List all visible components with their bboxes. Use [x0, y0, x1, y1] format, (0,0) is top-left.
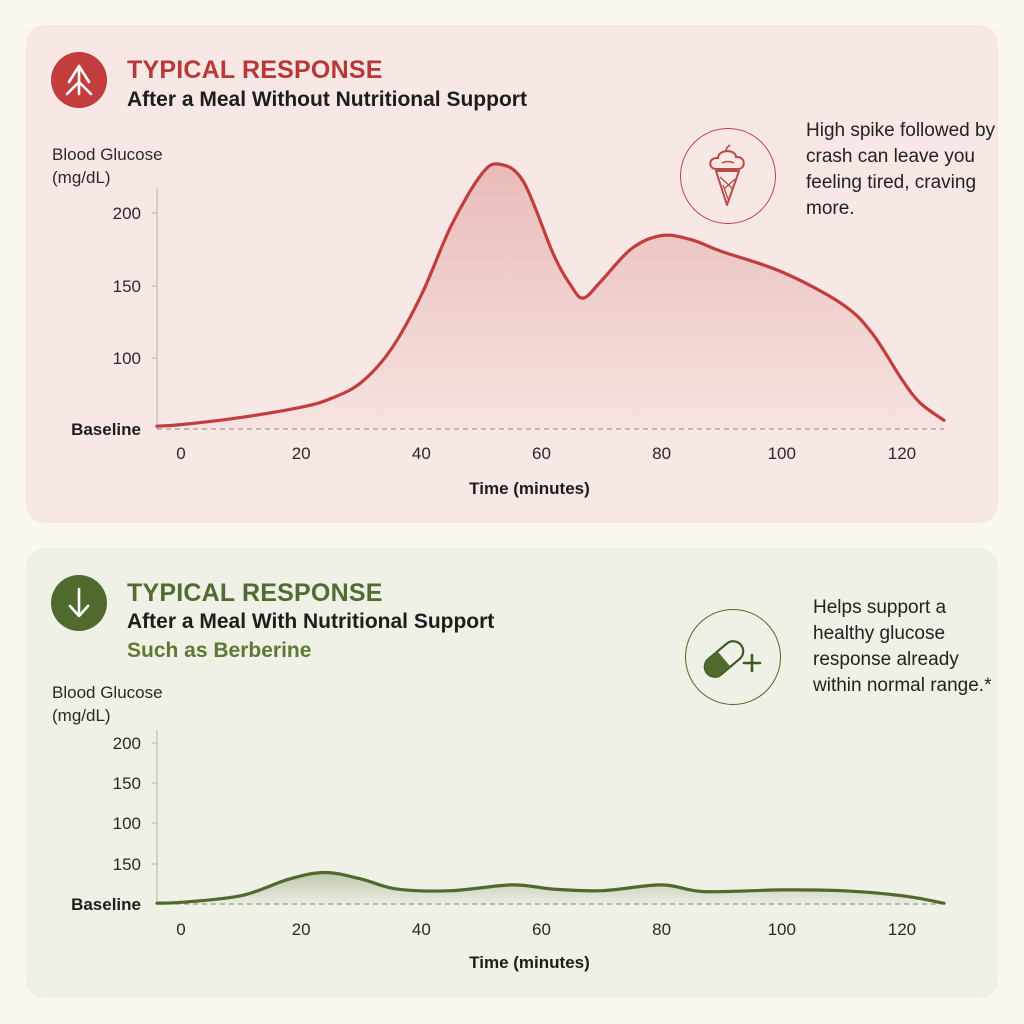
- x-tick-label: 40: [412, 920, 431, 939]
- x-tick-label: 0: [176, 444, 185, 463]
- glucose-chart-without-support: Baseline 100 150 200 0 20 40 60 80 100 120 Time (mi…: [71, 162, 946, 498]
- panel-without-support: TYPICAL RESPONSE After a Meal Without Nu…: [26, 25, 998, 523]
- x-tick-label: 100: [768, 444, 796, 463]
- panel-kicker: TYPICAL RESPONSE: [127, 56, 383, 84]
- x-axis-label: Time (minutes): [469, 953, 590, 972]
- series-area: [157, 872, 944, 904]
- panel-subtitle-secondary: Such as Berberine: [127, 639, 312, 662]
- y-tick-label: 150: [113, 774, 141, 793]
- y-tick-label: 200: [113, 204, 141, 223]
- baseline-label: Baseline: [71, 895, 141, 914]
- ice-cream-icon: [680, 128, 776, 224]
- panel-note: Helps support a healthy glucose response…: [813, 597, 992, 696]
- y-tick-label: 100: [113, 814, 141, 833]
- arrow-down-icon: [68, 587, 90, 618]
- x-tick-label: 80: [652, 444, 671, 463]
- panel-subtitle: After a Meal Without Nutritional Support: [127, 88, 527, 111]
- series-line: [155, 162, 946, 428]
- spike-badge: [51, 52, 107, 108]
- x-tick-label: 60: [532, 920, 551, 939]
- y-tick-label: 100: [113, 349, 141, 368]
- x-tick-label: 120: [888, 920, 916, 939]
- x-tick-label: 20: [292, 444, 311, 463]
- y-tick-label: 150: [113, 277, 141, 296]
- capsule-plus-icon: [685, 609, 781, 705]
- steady-badge: [51, 575, 107, 631]
- y-tick-label: 200: [113, 734, 141, 753]
- y-axis-label: Blood Glucose (mg/dL): [52, 145, 163, 187]
- y-tick-label: 150: [113, 855, 141, 874]
- x-tick-label: 40: [412, 444, 431, 463]
- series-line: [155, 870, 946, 905]
- series-area: [157, 163, 944, 429]
- x-tick-label: 60: [532, 444, 551, 463]
- x-tick-label: 20: [292, 920, 311, 939]
- baseline-label: Baseline: [71, 420, 141, 439]
- x-tick-label: 120: [888, 444, 916, 463]
- y-axis-label: Blood Glucose (mg/dL): [52, 683, 163, 725]
- arrow-split-icon: [65, 64, 93, 96]
- x-tick-label: 100: [768, 920, 796, 939]
- panel-with-support: TYPICAL RESPONSE After a Meal With Nutri…: [26, 548, 998, 998]
- x-axis-label: Time (minutes): [469, 479, 590, 498]
- glucose-chart-with-support: Baseline 150 100 150 200 0 20 40 60 80 100 120 Time …: [71, 730, 946, 972]
- panel-subtitle: After a Meal With Nutritional Support: [127, 610, 495, 633]
- panel-note: High spike followed by crash can leave y…: [806, 120, 996, 219]
- x-tick-label: 0: [176, 920, 185, 939]
- panel-kicker: TYPICAL RESPONSE: [127, 579, 383, 607]
- x-tick-label: 80: [652, 920, 671, 939]
